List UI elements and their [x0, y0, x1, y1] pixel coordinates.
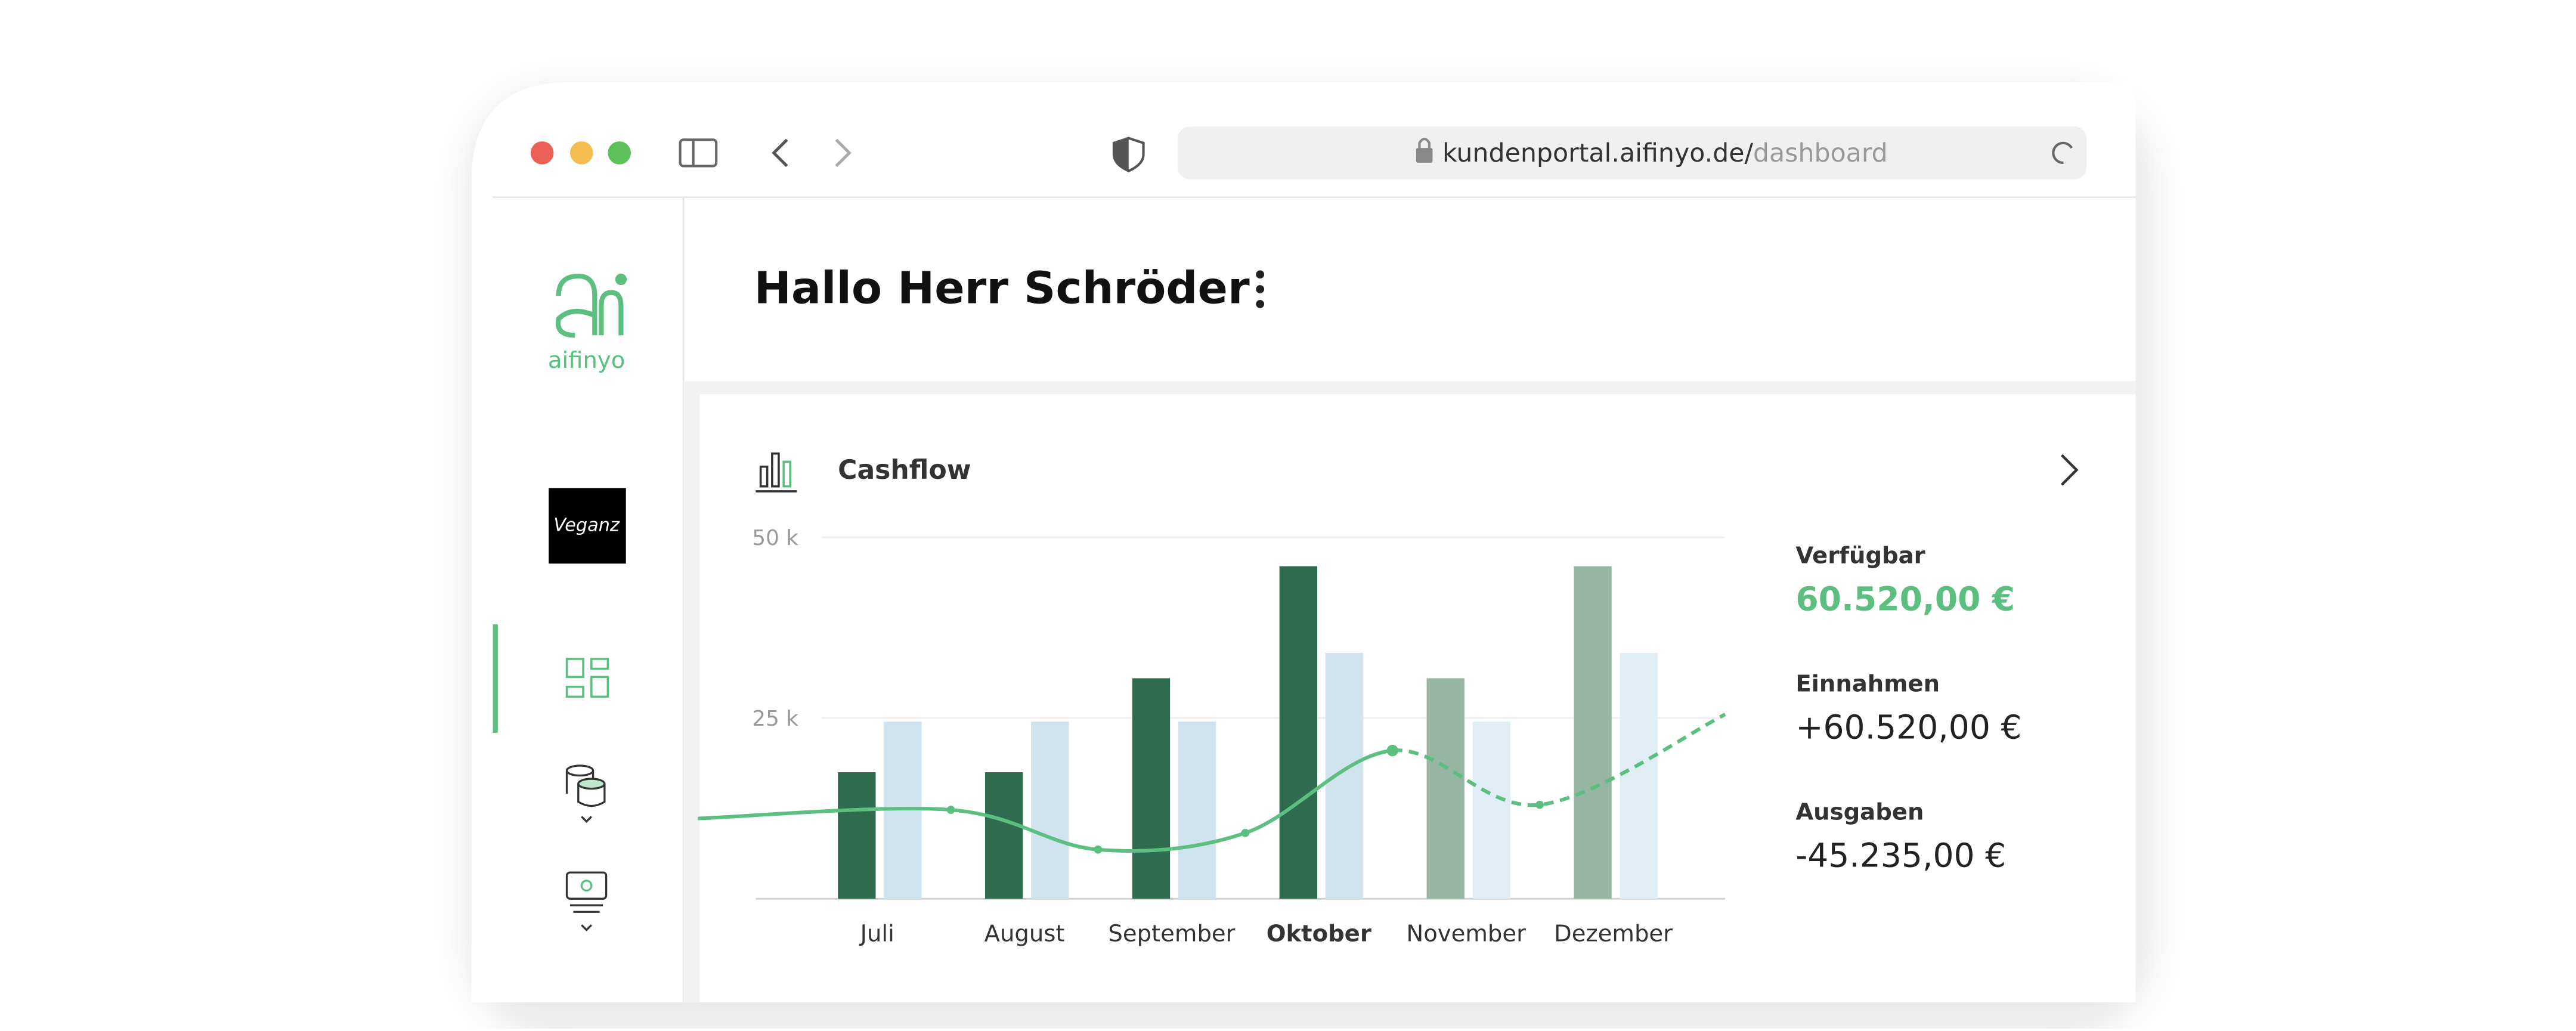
address-bar[interactable] [1178, 126, 2086, 179]
x-tick-label: September [1108, 920, 1235, 947]
summary-value: +60.520,00 € [1795, 708, 2021, 747]
sidebar-toggle[interactable] [679, 138, 718, 168]
summary-value: 60.520,00 € [1795, 580, 2015, 618]
payments-nav[interactable] [565, 871, 608, 931]
line-actual [697, 748, 1393, 853]
company-logo[interactable] [549, 488, 626, 564]
summary-label: Einnahmen [1795, 671, 1940, 698]
bar [1132, 678, 1171, 899]
bar [1178, 722, 1216, 899]
summary-label: Verfügbar [1795, 543, 1925, 569]
forward-button[interactable] [835, 138, 852, 168]
dashboard-nav[interactable] [565, 658, 609, 698]
card-open[interactable] [2061, 454, 2079, 486]
x-tick-label: Juli [859, 920, 894, 947]
x-tick-label: Oktober [1267, 920, 1371, 947]
bar [1426, 678, 1465, 899]
line-forecast [1392, 713, 1726, 807]
maximize-button[interactable] [608, 141, 631, 165]
minimize-button[interactable] [570, 141, 593, 165]
bar [1574, 566, 1612, 899]
privacy-icon-fill [1113, 138, 1129, 171]
logo-text: aifinyo [548, 347, 626, 374]
line-point [1535, 800, 1544, 809]
bar [838, 772, 876, 899]
chart-icon [756, 452, 797, 493]
line-point [946, 806, 955, 814]
bar [1620, 653, 1658, 899]
x-tick-label: August [984, 920, 1065, 947]
summary-label: Ausgaben [1795, 798, 1924, 825]
line-point [1094, 845, 1103, 854]
header-divider [683, 381, 2136, 395]
card-gutter [683, 394, 700, 1002]
x-tick-label: Dezember [1554, 920, 1673, 947]
summary-value: -45.235,00 € [1795, 836, 2006, 874]
active-indicator [493, 624, 498, 733]
url: kundenportal.aifinyo.de/dashboard [1442, 138, 1888, 168]
x-tick-label: November [1406, 920, 1526, 947]
company-logo-text: Veganz [553, 515, 620, 535]
more-menu[interactable] [1256, 270, 1265, 308]
close-button[interactable] [530, 141, 554, 165]
back-button[interactable] [772, 138, 788, 168]
finance-nav[interactable] [565, 764, 606, 823]
lock-icon [1416, 137, 1433, 163]
card-title: Cashflow [838, 455, 971, 485]
reload-button[interactable] [2052, 141, 2073, 164]
bar [1031, 722, 1069, 899]
bar [1325, 653, 1364, 899]
line-point [1241, 828, 1250, 837]
url-path: dashboard [1753, 138, 1888, 168]
y-tick-label: 50 k [752, 526, 798, 550]
bar [1279, 566, 1318, 899]
line-point [1386, 745, 1398, 757]
y-tick-label: 25 k [752, 707, 798, 731]
bar [1472, 722, 1511, 899]
bar [984, 772, 1023, 899]
page-title: Hallo Herr Schröder [754, 262, 1250, 314]
logo-mark [555, 273, 627, 338]
url-host: kundenportal.aifinyo.de/ [1442, 138, 1754, 168]
